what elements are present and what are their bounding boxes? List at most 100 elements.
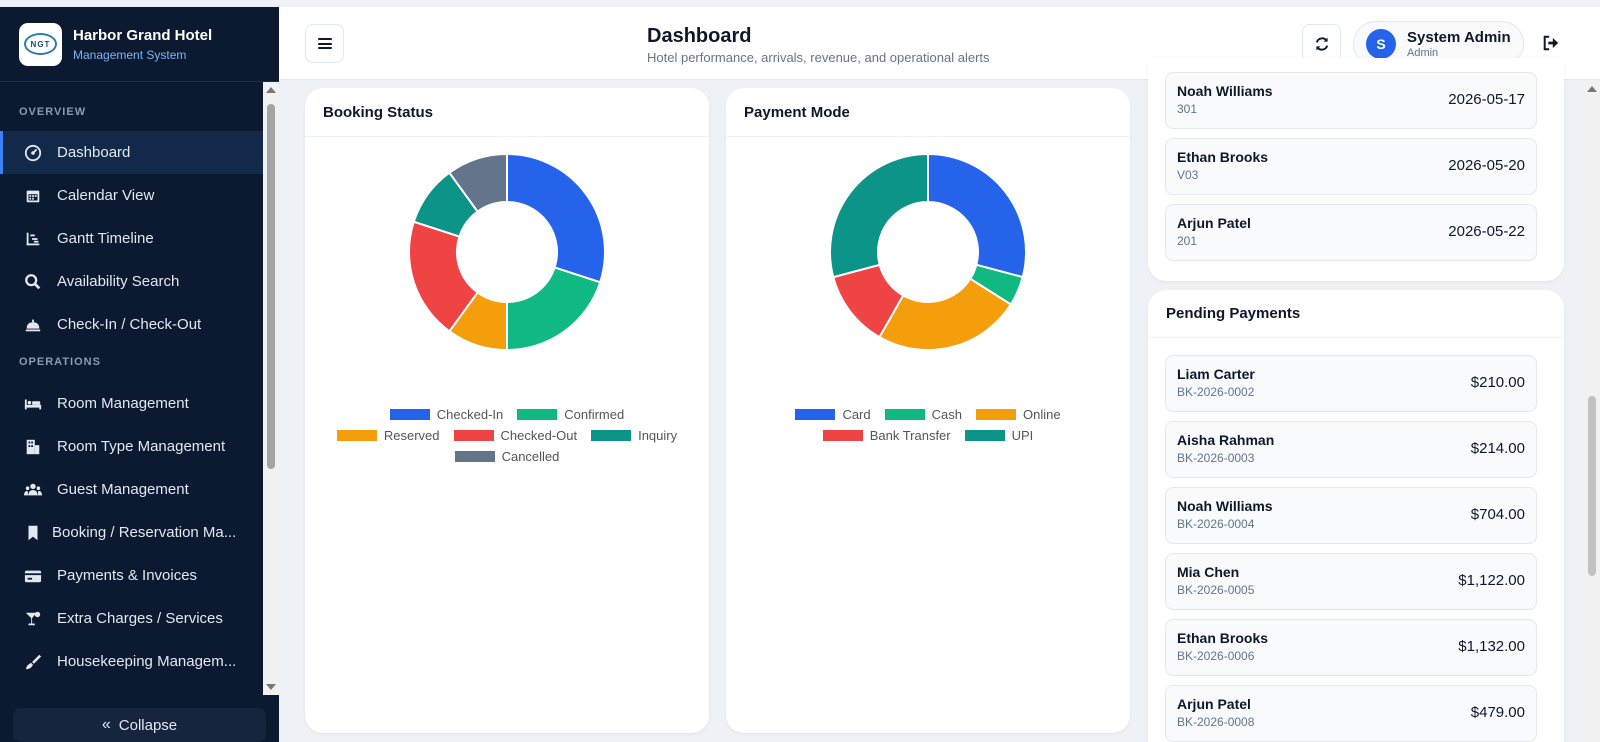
legend-label: Checked-In [436, 407, 504, 422]
menu-toggle-button[interactable] [305, 24, 344, 63]
legend-label: Card [842, 407, 871, 422]
sidebar-item-check-in-check-out[interactable]: Check-In / Check-Out [0, 303, 263, 346]
timeline-icon [24, 230, 42, 248]
collapse-button[interactable]: « Collapse [13, 708, 266, 742]
legend-item[interactable]: Checked-In [389, 407, 504, 422]
sidebar-item-guest-management[interactable]: Guest Management [0, 468, 263, 511]
user-role: Admin [1407, 46, 1439, 59]
sidebar-scrollbar[interactable] [263, 82, 279, 695]
scroll-up-icon[interactable] [1587, 86, 1597, 92]
refresh-icon [1315, 36, 1328, 51]
arrival-date: 2026-05-17 [1448, 91, 1525, 108]
legend-item[interactable]: Card [795, 407, 871, 422]
main-scroll-thumb[interactable] [1588, 396, 1596, 576]
legend-item[interactable]: Cancelled [454, 449, 559, 464]
sidebar-item-availability-search[interactable]: Availability Search [0, 260, 263, 303]
legend-swatch [517, 409, 558, 420]
sidebar: NGT Harbor Grand Hotel Management System… [0, 7, 279, 742]
sidebar-item-gantt-timeline[interactable]: Gantt Timeline [0, 217, 263, 260]
legend-item[interactable]: Checked-Out [453, 428, 578, 443]
bed-icon [24, 395, 42, 413]
slice-confirmed[interactable] [506, 266, 602, 352]
slice-cancelled[interactable] [448, 152, 508, 213]
slice-online[interactable] [878, 277, 1013, 351]
booking-id: BK-2026-0003 [1177, 451, 1255, 465]
legend-swatch [389, 409, 430, 420]
sidebar-item-payments-invoices[interactable]: Payments & Invoices [0, 554, 263, 597]
booking-status-chart: Checked-In Confirmed Reserved Checked-Out In… [305, 137, 709, 464]
booking-id: BK-2026-0008 [1177, 715, 1255, 729]
payment-mode-chart: Card Cash Online Bank Transfer UPI [726, 137, 1130, 443]
slice-upi[interactable] [829, 152, 929, 279]
payment-row[interactable]: Noah Williams BK-2026-0004 $704.00 [1165, 487, 1537, 544]
sidebar-item-calendar-view[interactable]: Calendar View [0, 174, 263, 217]
booking-id: BK-2026-0002 [1177, 385, 1255, 399]
brand-subtitle: Management System [73, 47, 187, 62]
legend-item[interactable]: Confirmed [517, 407, 624, 422]
guest-name: Ethan Brooks [1177, 630, 1269, 646]
payment-mode-donut [829, 152, 1027, 351]
booking-id: BK-2026-0004 [1177, 517, 1255, 531]
payment-row[interactable]: Arjun Patel BK-2026-0008 $479.00 [1165, 685, 1537, 742]
scroll-up-icon[interactable] [266, 87, 276, 93]
broom-icon [24, 653, 42, 671]
sidebar-item-label: Room Type Management [57, 438, 226, 455]
arrival-row[interactable]: Arjun Patel 201 2026-05-22 [1165, 204, 1537, 261]
main-scrollbar[interactable] [1584, 80, 1600, 742]
guest-name: Noah Williams [1177, 83, 1273, 99]
legend-swatch [453, 430, 494, 441]
arrival-row[interactable]: Ethan Brooks V03 2026-05-20 [1165, 138, 1537, 195]
legend-item[interactable]: Online [975, 407, 1061, 422]
gauge-icon [24, 144, 42, 162]
scroll-down-icon[interactable] [266, 684, 276, 690]
sidebar-item-room-management[interactable]: Room Management [0, 382, 263, 425]
sidebar-item-room-type-management[interactable]: Room Type Management [0, 425, 263, 468]
sidebar-item-housekeeping[interactable]: Housekeeping Managem... [0, 640, 263, 683]
sidebar-item-label: Room Management [57, 395, 189, 412]
payment-row[interactable]: Aisha Rahman BK-2026-0003 $214.00 [1165, 421, 1537, 478]
legend-item[interactable]: Bank Transfer [822, 428, 951, 443]
legend-item[interactable]: Reserved [336, 428, 440, 443]
payment-row[interactable]: Mia Chen BK-2026-0005 $1,122.00 [1165, 553, 1537, 610]
legend-swatch [964, 430, 1005, 441]
booking-status-title: Booking Status [305, 88, 709, 137]
sidebar-item-label: Calendar View [57, 187, 155, 204]
legend-item[interactable]: Cash [884, 407, 962, 422]
pending-payments-title: Pending Payments [1148, 290, 1564, 338]
sidebar-item-dashboard[interactable]: Dashboard [0, 131, 263, 174]
guest-name: Arjun Patel [1177, 696, 1251, 712]
section-title-overview: OVERVIEW [19, 106, 87, 118]
calendar-icon [24, 187, 42, 205]
legend-item[interactable]: UPI [964, 428, 1034, 443]
brand[interactable]: NGT Harbor Grand Hotel Management System [0, 7, 279, 82]
amount-due: $1,132.00 [1458, 638, 1525, 655]
avatar: S [1366, 28, 1396, 59]
sidebar-item-label: Payments & Invoices [57, 567, 198, 584]
logout-button[interactable] [1542, 34, 1562, 54]
amount-due: $704.00 [1470, 506, 1525, 523]
payment-row[interactable]: Liam Carter BK-2026-0002 $210.00 [1165, 355, 1537, 412]
sidebar-item-booking-reservation[interactable]: Booking / Reservation Ma... [0, 511, 263, 554]
guest-name: Arjun Patel [1177, 215, 1251, 231]
sidebar-item-extra-charges[interactable]: Extra Charges / Services [0, 597, 263, 640]
arrival-row[interactable]: Noah Williams 301 2026-05-17 [1165, 72, 1537, 129]
legend-label: Checked-Out [500, 428, 578, 443]
slice-card[interactable] [927, 152, 1027, 279]
section-title-operations: OPERATIONS [19, 356, 101, 368]
sidebar-item-label: Check-In / Check-Out [57, 316, 202, 333]
building-icon [24, 438, 42, 456]
legend-item[interactable]: Inquiry [591, 428, 677, 443]
collapse-label: Collapse [118, 716, 178, 734]
sidebar-item-label: Housekeeping Managem... [57, 653, 237, 670]
pending-payments-card: Pending Payments Liam Carter BK-2026-000… [1148, 290, 1564, 742]
sidebar-item-label: Gantt Timeline [57, 230, 154, 247]
page-subtitle: Hotel performance, arrivals, revenue, an… [647, 50, 990, 65]
legend-swatch [591, 430, 632, 441]
legend-label: UPI [1011, 428, 1034, 443]
slice-checked-in[interactable] [506, 152, 606, 284]
payment-row[interactable]: Ethan Brooks BK-2026-0006 $1,132.00 [1165, 619, 1537, 676]
sidebar-scroll-thumb[interactable] [267, 104, 275, 469]
amount-due: $1,122.00 [1458, 572, 1525, 589]
legend-swatch [454, 451, 495, 462]
sidebar-item-label: Dashboard [57, 144, 131, 161]
